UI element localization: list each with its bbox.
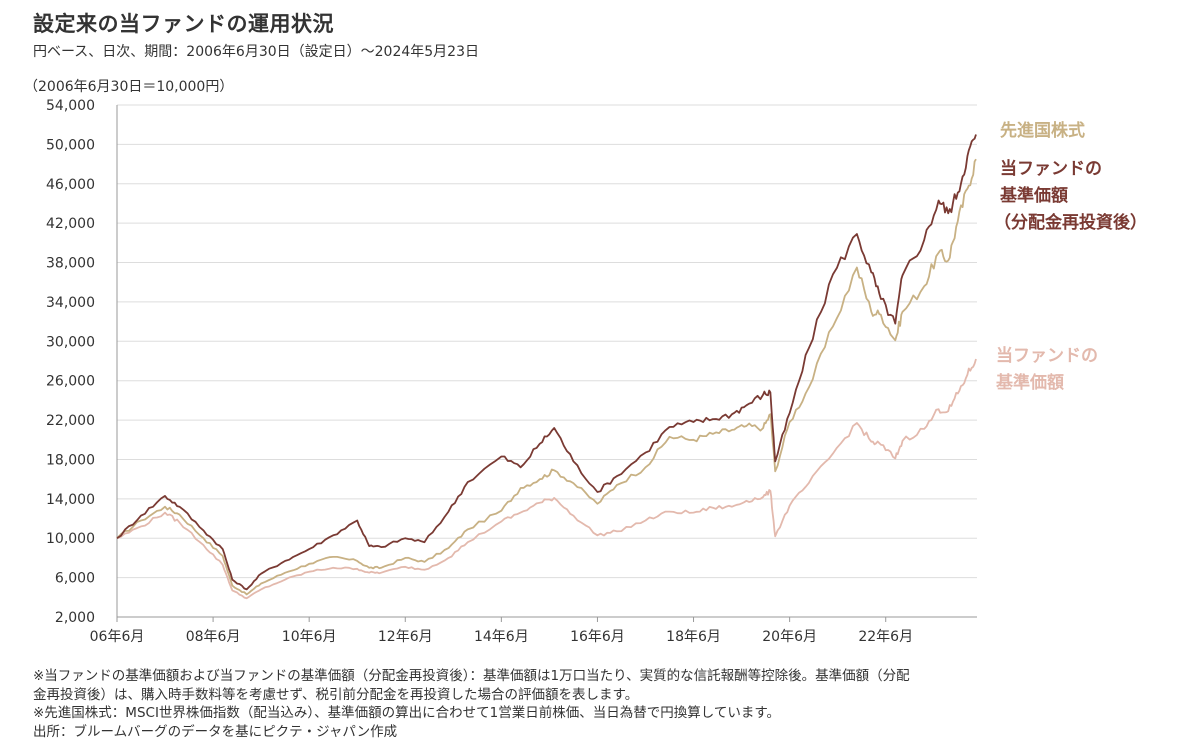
x-tick-label: 12年6月 <box>378 629 433 645</box>
y-tick-label: 42,000 <box>46 216 95 232</box>
source-note: 出所：ブルームバーグのデータを基にピクテ・ジャパン作成 <box>33 723 398 740</box>
y-tick-label: 6,000 <box>55 571 95 587</box>
legend-fund-nav: 当ファンドの 基準価額 <box>996 343 1098 397</box>
y-tick-label: 26,000 <box>46 374 95 390</box>
y-tick-label: 54,000 <box>46 98 95 114</box>
legend-world-stocks-label: 先進国株式 <box>1000 121 1085 141</box>
series-line-1 <box>116 134 977 591</box>
legend-fund-nav-line1: 当ファンドの <box>996 346 1098 366</box>
x-tick-label: 22年6月 <box>858 629 913 645</box>
y-tick-label: 46,000 <box>46 177 95 193</box>
chart-title: 設定来の当ファンドの運用状況 <box>33 12 334 36</box>
y-tick-label: 22,000 <box>46 413 95 429</box>
y-tick-label: 38,000 <box>46 256 95 272</box>
x-tick-label: 18年6月 <box>666 629 721 645</box>
y-axis: 2,000 6,000 10,000 14,000 18,000 22,000 26,000… <box>46 98 118 626</box>
x-tick-label: 06年6月 <box>90 629 145 645</box>
grid-lines <box>117 104 977 579</box>
x-tick-label: 08年6月 <box>186 629 241 645</box>
footnote-1: ※当ファンドの基準価額および当ファンドの基準価額（分配金再投資後）：基準価額は1… <box>33 668 910 684</box>
footnotes: ※当ファンドの基準価額および当ファンドの基準価額（分配金再投資後）：基準価額は1… <box>33 667 1183 741</box>
legend-fund-reinvested-line1: 当ファンドの <box>1000 159 1102 179</box>
series-line-0 <box>116 158 977 596</box>
y-tick-label: 10,000 <box>46 531 95 547</box>
y-tick-label: 14,000 <box>46 492 95 508</box>
y-tick-label: 30,000 <box>46 334 95 350</box>
legend-fund-reinvested-line3: （分配金再投資後） <box>994 213 1147 233</box>
x-axis: 06年6月 08年6月 10年6月 12年6月 14年6月 16年6月 18年6月 20年6月… <box>90 616 977 645</box>
legend-fund-nav-line2: 基準価額 <box>996 373 1064 393</box>
x-tick-label: 20年6月 <box>762 629 817 645</box>
legend-world-stocks: 先進国株式 <box>1000 118 1085 145</box>
y-tick-label: 2,000 <box>55 610 95 626</box>
x-tick-label: 16年6月 <box>570 629 625 645</box>
x-tick-label: 10年6月 <box>282 629 337 645</box>
y-tick-label: 34,000 <box>46 295 95 311</box>
legend-fund-reinvested: 当ファンドの 基準価額 （分配金再投資後） <box>994 156 1147 237</box>
footnote-1-cont: 金再投資後）は、購入時手数料等を考慮せず、税引前分配金を再投資した場合の評価額を… <box>33 686 639 703</box>
series-lines <box>116 134 977 600</box>
chart-subtitle: 円ベース、日次、期間：2006年6月30日（設定日）～2024年5月23日 <box>33 44 479 60</box>
y-tick-label: 50,000 <box>46 137 95 153</box>
x-tick-label: 14年6月 <box>474 629 529 645</box>
unit-label: （2006年6月30日＝10,000円） <box>24 79 234 95</box>
series-line-2 <box>116 358 977 600</box>
legend-fund-reinvested-line2: 基準価額 <box>1000 186 1068 206</box>
y-tick-label: 18,000 <box>46 452 95 468</box>
line-chart: 2,000 6,000 10,000 14,000 18,000 22,000 26,000… <box>46 98 977 645</box>
footnote-2: ※先進国株式：MSCI世界株価指数（配当込み）、基準価額の算出に合わせて1営業日… <box>33 705 781 721</box>
